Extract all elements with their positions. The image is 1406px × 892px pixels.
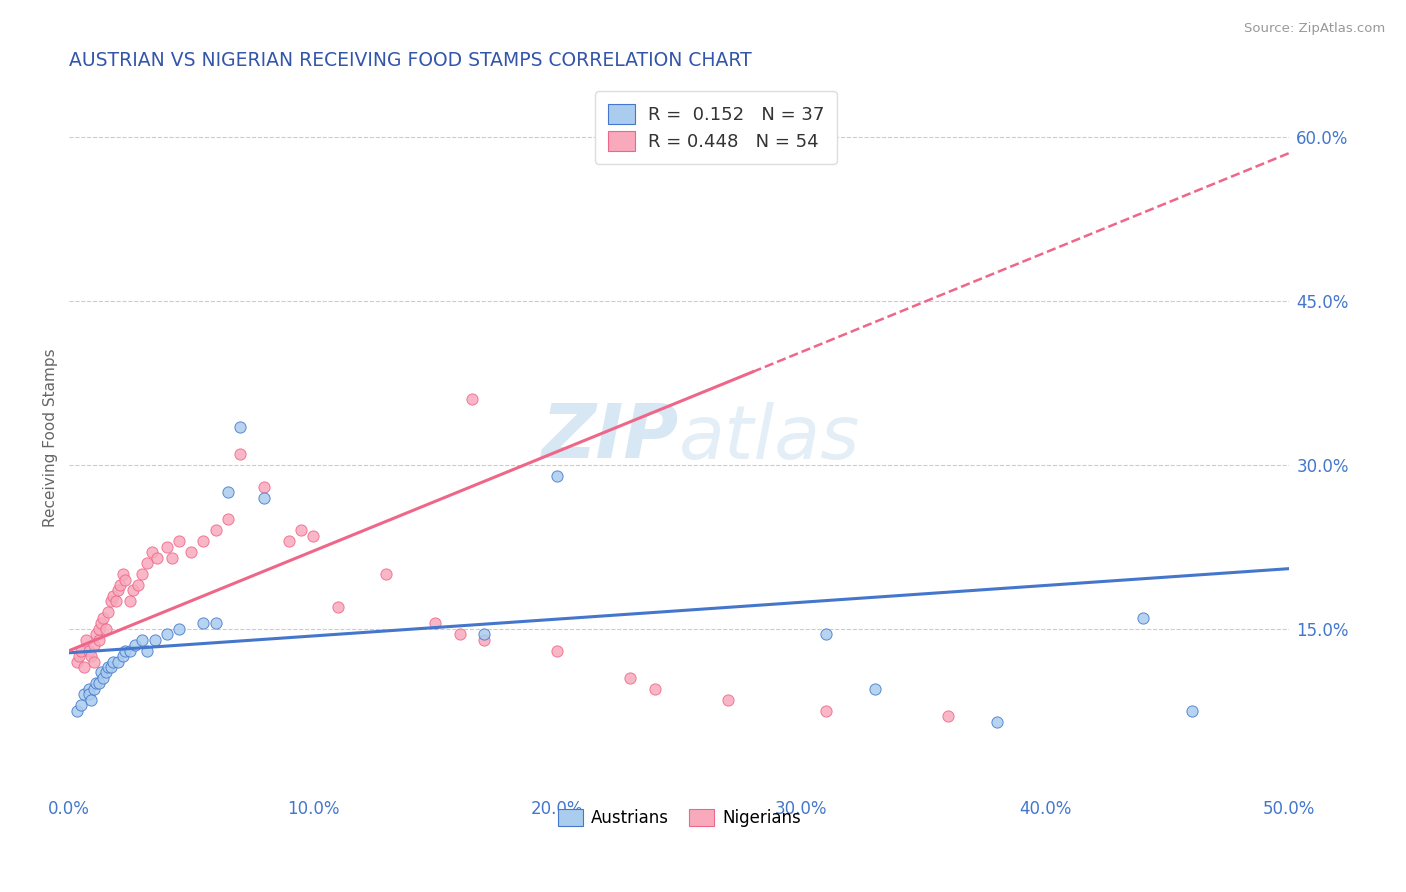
Point — [70, 643, 93, 657]
Point — [217, 512, 239, 526]
Point — [986, 714, 1008, 729]
Point — [546, 468, 568, 483]
Point — [146, 550, 169, 565]
Point — [120, 643, 142, 657]
Text: Source: ZipAtlas.com: Source: ZipAtlas.com — [1244, 22, 1385, 36]
Point — [156, 627, 179, 641]
Point — [90, 665, 112, 680]
Point — [1181, 704, 1204, 718]
Text: ZIP: ZIP — [543, 401, 679, 474]
Point — [546, 643, 568, 657]
Point — [136, 556, 159, 570]
Point — [114, 573, 136, 587]
Point — [114, 643, 136, 657]
Point — [141, 545, 163, 559]
Point — [90, 616, 112, 631]
Point — [131, 567, 153, 582]
Point — [156, 540, 179, 554]
Point — [160, 550, 183, 565]
Point — [73, 660, 96, 674]
Point — [84, 627, 107, 641]
Point — [84, 676, 107, 690]
Point — [472, 627, 495, 641]
Point — [814, 704, 837, 718]
Point — [375, 567, 398, 582]
Point — [97, 660, 120, 674]
Point — [644, 681, 666, 696]
Point — [127, 578, 149, 592]
Point — [94, 622, 117, 636]
Legend: Austrians, Nigerians: Austrians, Nigerians — [551, 803, 807, 834]
Point — [449, 627, 471, 641]
Point — [936, 709, 959, 723]
Point — [97, 605, 120, 619]
Point — [290, 524, 312, 538]
Point — [77, 681, 100, 696]
Point — [167, 534, 190, 549]
Point — [120, 594, 142, 608]
Point — [101, 589, 124, 603]
Point — [107, 655, 129, 669]
Point — [124, 638, 146, 652]
Point — [814, 627, 837, 641]
Point — [111, 648, 134, 663]
Y-axis label: Receiving Food Stamps: Receiving Food Stamps — [44, 348, 58, 527]
Point — [93, 671, 115, 685]
Point — [302, 529, 325, 543]
Point — [87, 676, 110, 690]
Point — [73, 687, 96, 701]
Point — [167, 622, 190, 636]
Point — [67, 648, 90, 663]
Point — [65, 704, 87, 718]
Point — [717, 692, 740, 706]
Point — [229, 419, 252, 434]
Point — [83, 655, 105, 669]
Point — [217, 485, 239, 500]
Point — [83, 638, 105, 652]
Point — [204, 616, 226, 631]
Point — [80, 692, 103, 706]
Point — [136, 643, 159, 657]
Point — [277, 534, 299, 549]
Point — [143, 632, 166, 647]
Point — [77, 687, 100, 701]
Text: atlas: atlas — [679, 401, 860, 474]
Point — [121, 583, 143, 598]
Point — [77, 643, 100, 657]
Point — [93, 611, 115, 625]
Point — [111, 567, 134, 582]
Point — [193, 616, 215, 631]
Point — [180, 545, 202, 559]
Point — [80, 648, 103, 663]
Point — [326, 599, 349, 614]
Point — [87, 622, 110, 636]
Point — [100, 660, 122, 674]
Point — [253, 491, 276, 505]
Point — [70, 698, 93, 713]
Point — [204, 524, 226, 538]
Point — [75, 632, 97, 647]
Point — [107, 583, 129, 598]
Point — [425, 616, 447, 631]
Point — [1132, 611, 1154, 625]
Point — [104, 594, 127, 608]
Text: AUSTRIAN VS NIGERIAN RECEIVING FOOD STAMPS CORRELATION CHART: AUSTRIAN VS NIGERIAN RECEIVING FOOD STAM… — [69, 51, 752, 70]
Point — [461, 392, 484, 407]
Point — [472, 632, 495, 647]
Point — [110, 578, 132, 592]
Point — [619, 671, 641, 685]
Point — [101, 655, 124, 669]
Point — [83, 681, 105, 696]
Point — [253, 480, 276, 494]
Point — [131, 632, 153, 647]
Point — [229, 447, 252, 461]
Point — [94, 665, 117, 680]
Point — [100, 594, 122, 608]
Point — [65, 655, 87, 669]
Point — [87, 632, 110, 647]
Point — [193, 534, 215, 549]
Point — [863, 681, 886, 696]
